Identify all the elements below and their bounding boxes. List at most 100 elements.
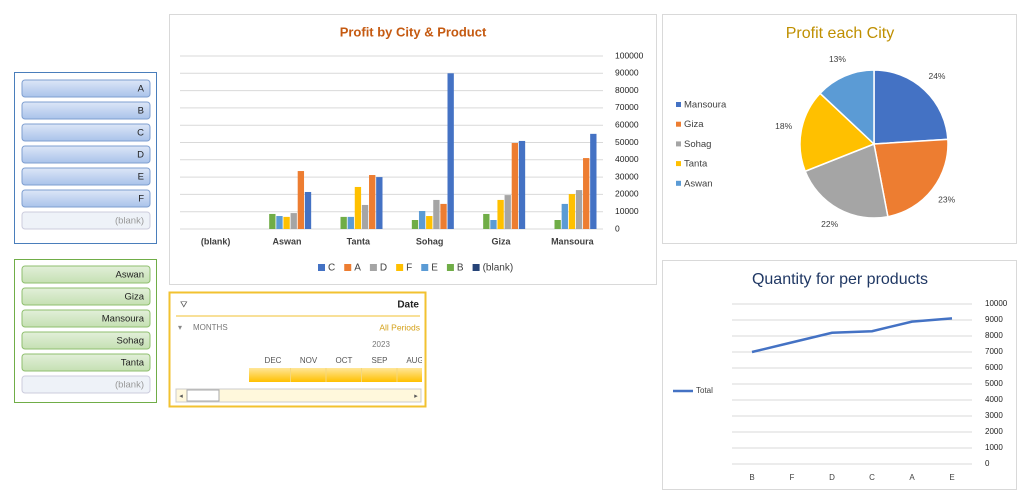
- legend-label: A: [354, 263, 361, 274]
- slicer-item-label[interactable]: Mansoura: [102, 314, 145, 325]
- y-tick-label: 9000: [985, 315, 1003, 324]
- legend-swatch: [446, 264, 454, 271]
- slicer-item[interactable]: [21, 375, 151, 394]
- bar: [426, 216, 433, 229]
- slicer-item-label[interactable]: E: [138, 172, 144, 183]
- x-tick-label: C: [869, 473, 875, 482]
- legend-swatch: [676, 161, 681, 167]
- y-tick-label: 30000: [615, 171, 639, 181]
- slicer-item[interactable]: [21, 287, 151, 306]
- bar: [490, 220, 497, 229]
- bar: [518, 140, 526, 229]
- y-tick-label: 40000: [615, 154, 639, 164]
- legend-label: (blank): [483, 263, 514, 274]
- bar: [354, 186, 362, 229]
- slicer-item[interactable]: [21, 189, 151, 208]
- x-tick-label: (blank): [201, 236, 231, 246]
- bar: [504, 195, 511, 229]
- x-tick-label: Mansoura: [551, 236, 595, 246]
- y-tick-label: 20000: [615, 189, 639, 199]
- timeline-selection[interactable]: [249, 368, 429, 382]
- slicer-item[interactable]: [21, 145, 151, 164]
- legend-swatch: [318, 264, 325, 271]
- slicer-item-label[interactable]: D: [137, 150, 144, 161]
- timeline-title: Date: [397, 300, 419, 311]
- bar: [347, 216, 354, 229]
- pie-slice: [873, 138, 949, 218]
- legend-swatch: [676, 102, 681, 107]
- bar: [583, 158, 590, 229]
- slicer-item[interactable]: [21, 309, 151, 328]
- slicer-item-label[interactable]: Sohag: [117, 336, 144, 347]
- slicer-item[interactable]: [21, 353, 151, 372]
- x-tick-label: Tanta: [347, 236, 371, 246]
- y-tick-label: 1000: [985, 443, 1003, 452]
- slicer-item-label[interactable]: Tanta: [121, 358, 145, 369]
- x-tick-label: Giza: [491, 236, 511, 246]
- bar: [433, 199, 440, 229]
- timeline-month: SEP: [371, 356, 387, 365]
- y-tick-label: 3000: [985, 411, 1003, 420]
- chart-title: Quantity for per products: [752, 271, 928, 288]
- y-tick-label: 90000: [615, 68, 639, 78]
- y-tick-label: 0: [985, 459, 990, 468]
- legend-label: Giza: [684, 119, 704, 130]
- slicer-item[interactable]: [21, 211, 151, 230]
- x-tick-label: D: [829, 473, 835, 482]
- timeline-periods: All Periods: [379, 322, 420, 332]
- caret[interactable]: ▾: [178, 323, 182, 332]
- chart-title: Profit each City: [786, 25, 894, 42]
- bar: [447, 73, 454, 229]
- slicer-item-label[interactable]: F: [138, 194, 144, 205]
- line: [751, 317, 953, 354]
- scroll-right[interactable]: ▸: [414, 393, 418, 400]
- data-label: 13%: [829, 54, 846, 64]
- slicer-item-label[interactable]: Aswan: [115, 270, 144, 281]
- timeline-month: DEC: [265, 356, 282, 365]
- slicer-item-label[interactable]: A: [138, 84, 145, 95]
- y-tick-label: 8000: [985, 331, 1003, 340]
- slicer-item[interactable]: [21, 101, 151, 120]
- y-tick-label: 70000: [615, 102, 639, 112]
- legend-swatch: [344, 264, 352, 271]
- legend-label: B: [457, 263, 464, 274]
- bar: [497, 199, 504, 229]
- bar: [290, 213, 297, 229]
- slicer-item-label[interactable]: C: [137, 128, 144, 139]
- bar: [483, 213, 490, 229]
- scroll-thumb[interactable]: [186, 389, 220, 402]
- slicer-item-label[interactable]: (blank): [115, 216, 144, 227]
- legend-label: Mansoura: [684, 100, 727, 111]
- slicer-item[interactable]: [21, 123, 151, 142]
- bar: [575, 190, 583, 229]
- bar: [340, 216, 347, 229]
- slicer-item[interactable]: [21, 167, 151, 186]
- y-tick-label: 10000: [985, 299, 1008, 308]
- pie-slice: [799, 92, 876, 173]
- slicer-item[interactable]: [21, 79, 151, 98]
- bar: [411, 220, 419, 229]
- legend-label: F: [406, 263, 412, 274]
- bar: [418, 211, 426, 229]
- legend-label: Aswan: [684, 178, 713, 189]
- slicer-item[interactable]: [21, 331, 151, 350]
- timeline-level[interactable]: MONTHS: [193, 323, 228, 332]
- slicer-item-label[interactable]: Giza: [124, 292, 144, 303]
- bar: [369, 175, 376, 229]
- slicer-item-label[interactable]: (blank): [115, 380, 144, 391]
- bar: [590, 133, 597, 229]
- y-tick-label: 100000: [615, 50, 644, 60]
- scroll-left[interactable]: ◂: [179, 393, 183, 400]
- slicer-item[interactable]: [21, 265, 151, 284]
- timeline-month: NOV: [300, 356, 318, 365]
- slicer-item-label[interactable]: B: [138, 106, 144, 117]
- pie-slice: [818, 69, 875, 146]
- bar: [376, 177, 383, 229]
- data-label: 23%: [938, 195, 955, 205]
- filter-clear-icon[interactable]: ⛛: [180, 299, 188, 309]
- scrollbar[interactable]: [175, 388, 422, 403]
- x-tick-label: A: [909, 473, 915, 482]
- legend-swatch: [421, 264, 429, 271]
- timeline-month: AUG: [406, 356, 423, 365]
- y-tick-label: 4000: [985, 395, 1003, 404]
